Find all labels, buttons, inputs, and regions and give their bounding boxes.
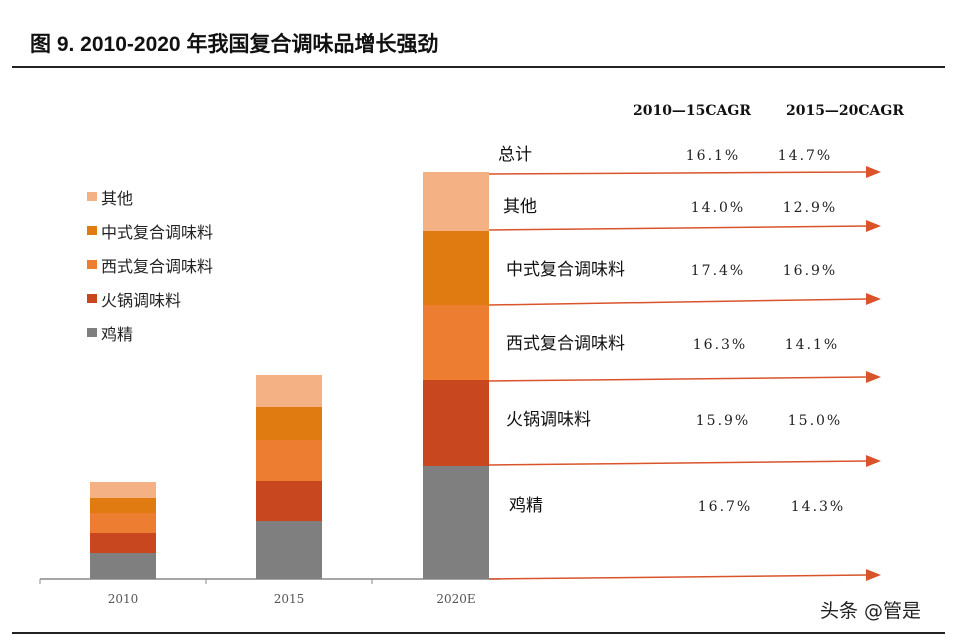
- cagr-2015-20-value: 14.7%: [778, 148, 832, 164]
- bar-segment-2020E-3: [423, 231, 489, 305]
- cagr-2015-20-value: 14.1%: [785, 337, 839, 353]
- bar-segment-2020E-1: [423, 380, 489, 466]
- cagr-2015-20-value: 14.3%: [791, 499, 845, 515]
- bar-segment-2010-4: [90, 482, 156, 498]
- arrow-line: [488, 171, 869, 175]
- bar-segment-2020E-2: [423, 305, 489, 380]
- legend-label: 其他: [101, 189, 133, 208]
- bar-segment-2015-3: [256, 407, 322, 440]
- arrow-line: [488, 574, 869, 580]
- row-label: 鸡精: [509, 496, 543, 516]
- arrow-line: [488, 225, 869, 231]
- arrow-head-icon: [866, 371, 881, 383]
- legend-swatch: [87, 328, 97, 337]
- bottom-rule: [12, 632, 945, 634]
- legend-label: 鸡精: [101, 325, 133, 344]
- cagr-2010-15-value: 14.0%: [691, 200, 745, 216]
- bar-segment-2010-0: [90, 553, 156, 579]
- x-tick-label: 2010: [108, 592, 139, 606]
- cagr-2015-20-value: 16.9%: [783, 263, 837, 279]
- table-header-2015-20: 2015—20CAGR: [786, 103, 904, 119]
- cagr-2010-15-value: 16.1%: [686, 148, 740, 164]
- row-label: 火锅调味料: [506, 410, 591, 430]
- row-label: 中式复合调味料: [506, 260, 625, 280]
- bar-segment-2010-1: [90, 533, 156, 553]
- bar-segment-2020E-4: [423, 172, 489, 231]
- cagr-2010-15-value: 16.3%: [693, 337, 747, 353]
- cagr-2015-20-value: 15.0%: [788, 413, 842, 429]
- arrow-head-icon: [866, 220, 881, 232]
- cagr-2010-15-value: 16.7%: [698, 499, 752, 515]
- x-tick-label: 2020E: [436, 592, 475, 606]
- legend-swatch: [87, 192, 97, 201]
- bar-segment-2015-1: [256, 481, 322, 521]
- legend-swatch: [87, 226, 97, 235]
- watermark: 头条 @管是: [820, 600, 922, 622]
- legend-swatch: [87, 260, 97, 269]
- arrow-line: [488, 376, 869, 382]
- arrow-head-icon: [866, 166, 881, 178]
- x-tick-label: 2015: [274, 592, 305, 606]
- top-rule: [12, 66, 945, 68]
- arrow-head-icon: [866, 455, 881, 467]
- cagr-2010-15-value: 17.4%: [691, 263, 745, 279]
- arrow-head-icon: [866, 293, 881, 305]
- arrow-head-icon: [866, 569, 881, 581]
- row-label: 总计: [498, 145, 532, 165]
- table-header-2010-15: 2010—15CAGR: [633, 103, 751, 119]
- bar-segment-2010-3: [90, 498, 156, 513]
- legend-swatch: [87, 294, 97, 303]
- legend-label: 西式复合调味料: [101, 257, 213, 276]
- arrow-line: [488, 298, 869, 306]
- row-label: 西式复合调味料: [506, 334, 625, 354]
- legend-label: 火锅调味料: [101, 291, 181, 310]
- bar-segment-2020E-0: [423, 466, 489, 579]
- bar-segment-2015-0: [256, 521, 322, 579]
- arrow-line: [488, 460, 869, 466]
- bar-segment-2010-2: [90, 513, 156, 533]
- figure-title: 图 9. 2010-2020 年我国复合调味品增长强劲: [30, 33, 439, 56]
- legend-label: 中式复合调味料: [101, 223, 213, 242]
- cagr-2010-15-value: 15.9%: [696, 413, 750, 429]
- cagr-2015-20-value: 12.9%: [783, 200, 837, 216]
- row-label: 其他: [503, 197, 537, 217]
- bar-segment-2015-2: [256, 440, 322, 481]
- bar-segment-2015-4: [256, 375, 322, 407]
